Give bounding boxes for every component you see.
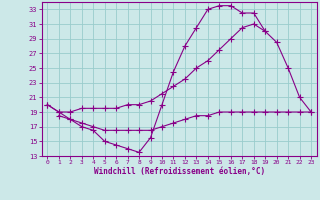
X-axis label: Windchill (Refroidissement éolien,°C): Windchill (Refroidissement éolien,°C) <box>94 167 265 176</box>
